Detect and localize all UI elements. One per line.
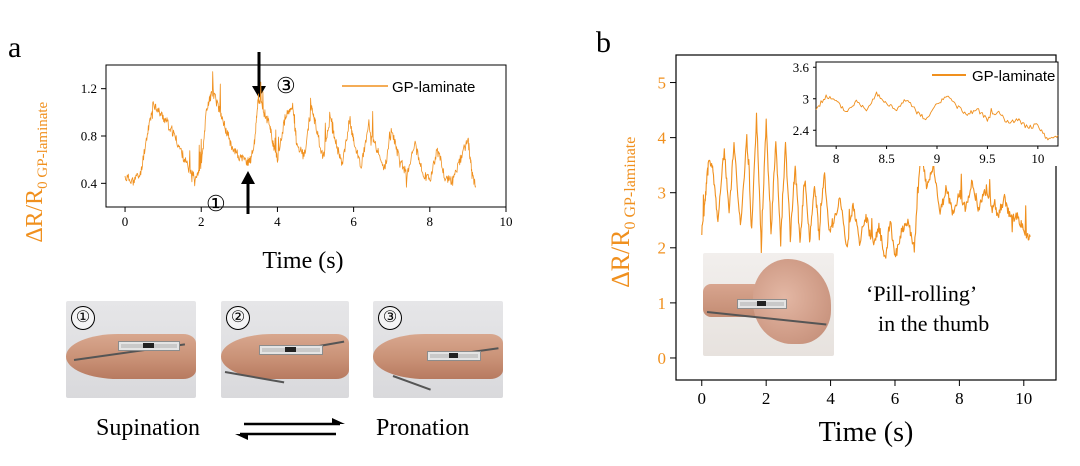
panel-b-xtick-label-5: 10 bbox=[1015, 389, 1032, 408]
panel-b-inset-chart: 8 8.5 9 9.5 10 2.4 3 3.6 GP-laminate bbox=[793, 60, 1059, 166]
panel-a-xtick-label-1: 2 bbox=[198, 214, 205, 229]
panel-b-ytick-label-3: 3 bbox=[658, 184, 667, 203]
panel-a-plot: 0 2 4 6 8 10 0.4 0.8 1.2 bbox=[81, 64, 513, 229]
panel-a-xtick-label-0: 0 bbox=[122, 214, 129, 229]
panel-b-inset-xtick-label-2: 9 bbox=[934, 151, 941, 166]
panel-b-ylabel-sub: 0 GP-laminate bbox=[622, 137, 639, 230]
panel-b-xlabel: Time (s) bbox=[819, 417, 914, 448]
panel-b-ytick-label-2: 2 bbox=[658, 239, 667, 258]
panel-b-inset-xtick-label-0: 8 bbox=[833, 151, 840, 166]
panel-b-chart: ∆R/R0 GP-laminate Time (s) ‘Pill-rolling… bbox=[606, 54, 1057, 448]
panel-b-inset-xtick-label-4: 10 bbox=[1031, 151, 1044, 166]
panel-a-ytick-label-2: 1.2 bbox=[81, 81, 97, 96]
panel-a-xtick-label-5: 10 bbox=[500, 214, 513, 229]
panel-b-inset-xtick-label-3: 9.5 bbox=[979, 151, 995, 166]
panel-b-ytick-label-0: 0 bbox=[658, 349, 667, 368]
photo-label-2: ② bbox=[226, 306, 250, 330]
panel-b-xtick-label-0: 0 bbox=[698, 389, 707, 408]
panel-b-inset-plot: 8 8.5 9 9.5 10 2.4 3 3.6 bbox=[793, 60, 1059, 166]
panel-b-ylabel: ∆R/R0 GP-laminate bbox=[606, 137, 639, 288]
panel-a-ylabel: ∆R/R0 GP-laminate bbox=[22, 101, 51, 242]
panel-b-inset-ytick-label-0: 2.4 bbox=[793, 123, 810, 138]
panel-b-ytick-label-4: 4 bbox=[658, 129, 667, 148]
panel-b-inset-ytick-label-2: 3.6 bbox=[793, 60, 810, 75]
panel-b-ytick-label-1: 1 bbox=[658, 294, 667, 313]
panel-a-label: a bbox=[8, 31, 21, 64]
photo-label-1: ① bbox=[71, 306, 95, 330]
panel-a-xlabel: Time (s) bbox=[262, 248, 343, 274]
photo-intermediate-2: ② bbox=[221, 301, 349, 398]
panel-b-axes-frame bbox=[675, 54, 1057, 381]
photo-label-3: ③ bbox=[378, 306, 402, 330]
photo-supination-1: ① bbox=[66, 301, 196, 398]
pill-rolling-label: ‘Pill-rolling’ bbox=[866, 281, 977, 306]
panel-b-ytick-label-5: 5 bbox=[658, 73, 667, 92]
pronation-label: Pronation bbox=[376, 415, 469, 441]
arrow-up-1-head bbox=[241, 171, 255, 184]
panel-b-xtick-label-4: 8 bbox=[955, 389, 964, 408]
photo-thumb-pill-rolling bbox=[703, 253, 834, 356]
panel-b-xtick-label-3: 6 bbox=[891, 389, 900, 408]
panel-b-inset-series-0 bbox=[815, 91, 1059, 141]
photo-pronation-3: ③ bbox=[373, 301, 503, 398]
panel-b-plot: 0 2 4 6 8 10 0 1 2 3 4 5 bbox=[658, 54, 1057, 408]
panel-b-inset-ytick-label-1: 3 bbox=[803, 91, 810, 106]
panel-b-inset-xtick-label-1: 8.5 bbox=[878, 151, 894, 166]
supination-label: Supination bbox=[96, 415, 200, 441]
panel-b-ylabel-main: ∆R/R bbox=[606, 229, 635, 287]
panel-a-ytick-label-1: 0.8 bbox=[81, 129, 97, 144]
pill-rolling-label-2: in the thumb bbox=[878, 311, 989, 336]
panel-a-ylabel-sub: 0 GP-laminate bbox=[35, 101, 51, 188]
panel-b-xtick-label-2: 4 bbox=[826, 389, 835, 408]
panel-a-xtick-label-2: 4 bbox=[274, 214, 281, 229]
panel-a-ylabel-main: ∆R/R bbox=[22, 189, 48, 242]
panel-b-series-0 bbox=[701, 112, 1031, 259]
marker-1: ① bbox=[206, 191, 226, 216]
panel-a-legend-label: GP-laminate bbox=[392, 79, 475, 96]
arrow-down-3-head bbox=[252, 86, 266, 98]
marker-3: ③ bbox=[276, 73, 296, 98]
panel-a-series-0 bbox=[124, 71, 476, 188]
panel-a-chart: ∆R/R0 GP-laminate Time (s) GP-laminate ③… bbox=[22, 52, 513, 274]
panel-a-ytick-label-0: 0.4 bbox=[81, 176, 98, 191]
inset-legend-label: GP-laminate bbox=[972, 68, 1055, 85]
panel-b-xtick-label-1: 2 bbox=[762, 389, 771, 408]
equilibrium-arrows-icon bbox=[235, 418, 345, 440]
panel-b-label: b bbox=[596, 26, 611, 59]
panel-a-xtick-label-4: 8 bbox=[427, 214, 434, 229]
panel-a-xtick-label-3: 6 bbox=[350, 214, 357, 229]
